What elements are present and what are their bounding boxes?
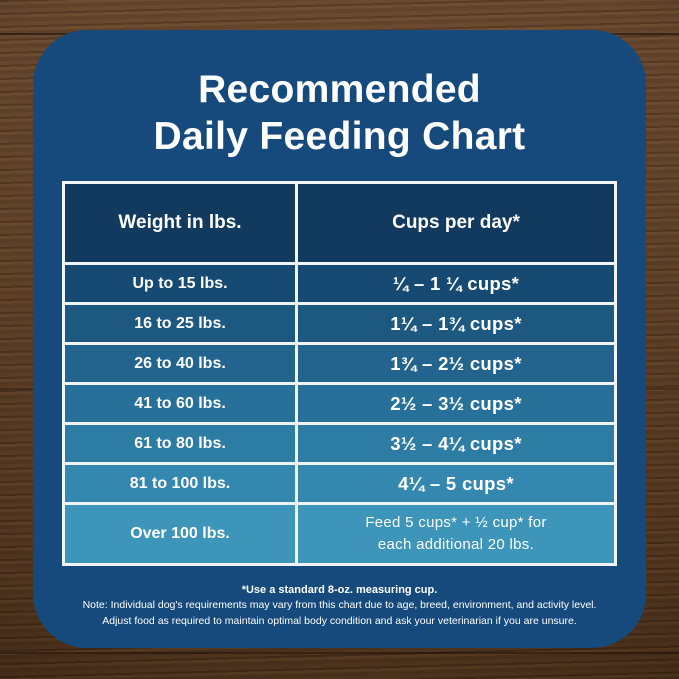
cups-cell: 1¾ – 2½ cups* xyxy=(298,345,614,382)
weight-cell: 26 to 40 lbs. xyxy=(65,345,295,382)
measuring-cup-note: *Use a standard 8-oz. measuring cup. xyxy=(241,584,438,596)
feeding-table: Weight in lbs. Cups per day* Up to 15 lb… xyxy=(62,181,617,566)
weight-cell: Over 100 lbs. xyxy=(65,505,295,563)
title-line-1: Recommended xyxy=(198,68,481,111)
weight-cell: 16 to 25 lbs. xyxy=(65,305,295,342)
title-line-2: Daily Feeding Chart xyxy=(153,115,526,158)
column-header-cups: Cups per day* xyxy=(298,184,614,262)
page-title: Recommended Daily Feeding Chart xyxy=(33,66,646,160)
weight-cell: 61 to 80 lbs. xyxy=(65,425,295,462)
cups-cell: 1¼ – 1¾ cups* xyxy=(298,305,614,342)
footnotes: *Use a standard 8-oz. measuring cup. Not… xyxy=(33,583,646,629)
disclaimer-line-1: Note: Individual dog's requirements may … xyxy=(82,599,597,611)
weight-cell: Up to 15 lbs. xyxy=(65,265,295,302)
cups-cell: ¼ – 1 ¼ cups* xyxy=(298,265,614,302)
cups-cell: Feed 5 cups* + ½ cup* for each additiona… xyxy=(298,505,614,563)
cups-cell: 3½ – 4¼ cups* xyxy=(298,425,614,462)
cups-cell: 4¼ – 5 cups* xyxy=(298,465,614,502)
column-header-weight: Weight in lbs. xyxy=(65,184,295,262)
feeding-chart-card: Recommended Daily Feeding Chart Weight i… xyxy=(33,30,646,648)
disclaimer-line-2: Adjust food as required to maintain opti… xyxy=(102,614,577,627)
cups-cell: 2½ – 3½ cups* xyxy=(298,385,614,422)
weight-cell: 41 to 60 lbs. xyxy=(65,385,295,422)
weight-cell: 81 to 100 lbs. xyxy=(65,465,295,502)
